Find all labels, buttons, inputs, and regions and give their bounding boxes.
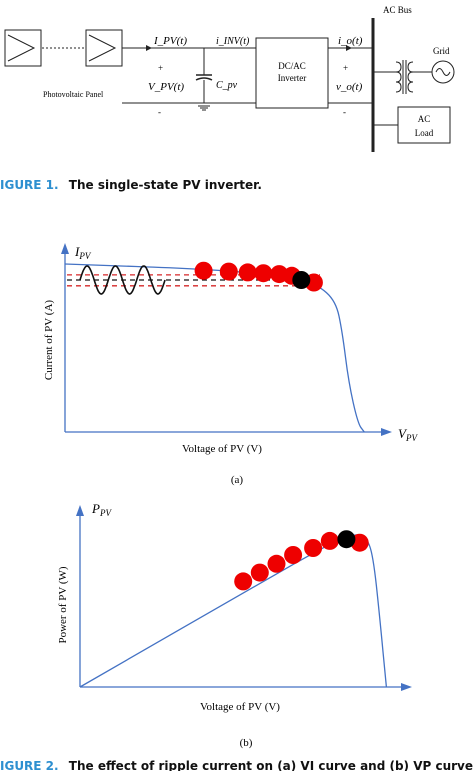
load-label-1: AC	[418, 114, 431, 124]
chart-a-vi-curve	[64, 263, 365, 433]
pv-panel-2	[85, 29, 123, 67]
chart-a-ylabel: Current of PV (A)	[43, 300, 55, 380]
ac-load-box	[397, 106, 451, 144]
chart-b-mpp-point	[337, 530, 356, 549]
inverter-box	[255, 37, 329, 109]
plus-1: +	[158, 63, 163, 73]
chart-a-red-point	[219, 262, 238, 281]
chart-b: PPV Power of PV (W) Voltage of PV (V) (b…	[57, 501, 412, 749]
chart-b-y-symbol: PPV	[91, 501, 112, 518]
chart-a-red-point	[238, 263, 257, 282]
chart-b-vp-curve	[79, 534, 388, 688]
inverter-label-2: Inverter	[278, 73, 306, 83]
figure2-caption-text: The effect of ripple current on (a) VI c…	[69, 759, 473, 771]
ac-bus-label: AC Bus	[383, 5, 412, 15]
chart-a-xlabel: Voltage of PV (V)	[182, 443, 262, 455]
minus-1: -	[158, 107, 161, 117]
chart-b-red-point	[250, 563, 269, 582]
chart-a-subfig-label: (a)	[231, 474, 244, 486]
pv-panel-1	[4, 29, 42, 67]
chart-b-red-point	[320, 531, 339, 550]
io-label: i_o(t)	[338, 35, 363, 47]
grid-label: Grid	[433, 46, 450, 56]
chart-b-xlabel: Voltage of PV (V)	[200, 701, 280, 713]
chart-a-y-symbol: IPV	[74, 244, 92, 261]
ipv-label: I_PV(t)	[153, 35, 187, 47]
chart-b-red-point	[284, 546, 303, 564]
panel-label: Photovoltaic Panel	[43, 90, 104, 99]
figure1-circuit: Photovoltaic Panel DC/AC Inverter AC Bus	[4, 5, 455, 152]
chart-b-red-point	[234, 572, 253, 591]
grid-source	[431, 60, 455, 84]
vo-label: v_o(t)	[336, 81, 363, 93]
minus-2: -	[343, 107, 346, 117]
chart-a-ripple-wave	[79, 265, 166, 295]
chart-b-ylabel: Power of PV (W)	[57, 566, 69, 643]
inverter-label-1: DC/AC	[278, 61, 306, 71]
vpv-label: V_PV(t)	[148, 81, 184, 93]
chart-a-mpp-point	[292, 271, 311, 289]
chart-a-red-point	[194, 261, 213, 280]
chart-b-subfig-label: (b)	[240, 737, 253, 749]
figure2-caption-prefix: IGURE 2.	[0, 759, 59, 771]
load-label-2: Load	[415, 128, 434, 138]
svg-text:IGURE 1. The single-state: IGURE 1. The single-state PV inverter.	[0, 178, 262, 192]
idinv-label: i_INV(t)	[216, 36, 250, 47]
figure1-caption-prefix: IGURE 1.	[0, 178, 59, 192]
cpv-label: C_pv	[216, 80, 238, 91]
chart-b-red-point	[304, 539, 323, 557]
chart-a-red-point	[254, 264, 273, 283]
chart-a: IPV VPV Current of PV (A) Voltage of PV …	[43, 243, 418, 486]
figure1-caption-text: The single-state PV inverter.	[69, 178, 262, 192]
chart-b-red-point	[267, 554, 286, 573]
svg-text:IGURE 2. The effect of rip: IGURE 2. The effect of ripple current on…	[0, 759, 473, 771]
plus-2: +	[343, 63, 348, 73]
chart-a-x-symbol: VPV	[398, 426, 418, 443]
